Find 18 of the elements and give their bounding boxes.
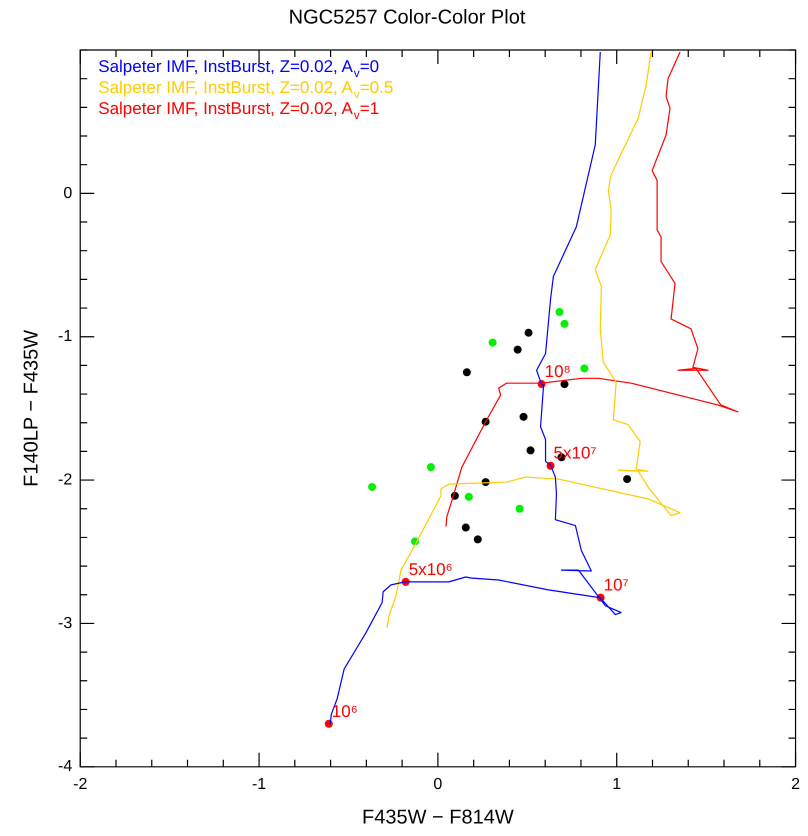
y-tick-label: -4 — [58, 758, 72, 776]
annotation: 10⁸ — [544, 362, 571, 382]
chart-title: NGC5257 Color-Color Plot — [288, 6, 526, 29]
y-tick-label: -3 — [58, 614, 72, 632]
y-tick-label: 0 — [63, 184, 72, 202]
x-tick-label: 2 — [791, 776, 800, 793]
x-axis-title: F435W − F814W — [362, 806, 514, 829]
y-axis-title: F140LP − F435W — [20, 330, 43, 487]
annotation: 10⁷ — [604, 576, 629, 595]
x-tick-label: 1 — [612, 776, 622, 793]
annotation: 5x10⁶ — [408, 560, 453, 579]
x-tick-label: 0 — [433, 776, 442, 793]
annotation: 5x10⁷ — [554, 444, 597, 463]
x-tick-label: -1 — [252, 776, 266, 793]
annotation: 10⁶ — [332, 702, 358, 721]
y-tick-label: -2 — [58, 471, 72, 488]
x-tick-label: -2 — [73, 776, 88, 793]
y-tick-label: -1 — [58, 328, 72, 346]
